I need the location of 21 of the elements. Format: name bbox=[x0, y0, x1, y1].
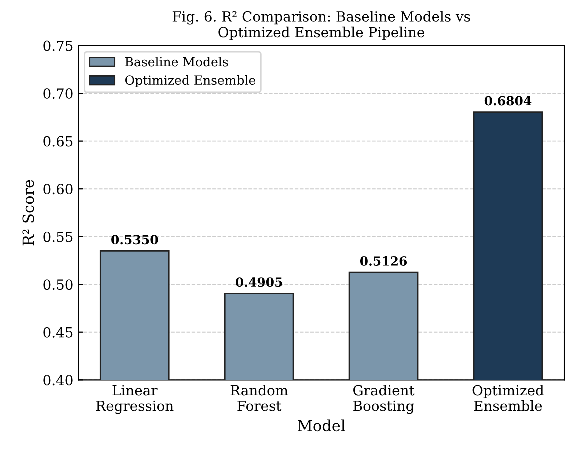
x-tick-label: Optimized Ensemble bbox=[472, 385, 544, 412]
y-tick-label: 0.55 bbox=[44, 232, 73, 242]
y-tick-label: 0.60 bbox=[44, 184, 73, 195]
legend-label: Optimized Ensemble bbox=[126, 75, 256, 88]
y-tick-label: 0.70 bbox=[44, 88, 73, 100]
text: 0.5126 bbox=[360, 256, 408, 266]
y-tick-label: 0.45 bbox=[44, 327, 73, 338]
y-tick-label: 0.75 bbox=[44, 40, 73, 52]
x-tick-label: Gradient Boosting bbox=[354, 385, 415, 414]
y-tick-label: 0.50 bbox=[44, 280, 73, 290]
y-axis-title: R² Score bbox=[22, 180, 34, 246]
chart-title: Fig. 6. R² Comparison: Baseline Models vs Optimized Ensemble Pipeline bbox=[172, 11, 470, 40]
text: 0.6804 bbox=[484, 96, 532, 106]
x-tick-label: Linear Regression bbox=[96, 385, 174, 414]
legend-label: Baseline Models bbox=[126, 57, 228, 67]
y-tick-label: 0.65 bbox=[44, 136, 73, 147]
text: 0.4905 bbox=[236, 278, 282, 288]
y-tick-label: 0.40 bbox=[44, 375, 73, 386]
text: 0.5350 bbox=[112, 235, 158, 245]
x-tick-label: Random Forest bbox=[230, 385, 288, 412]
x-axis-title: Model bbox=[298, 420, 346, 432]
